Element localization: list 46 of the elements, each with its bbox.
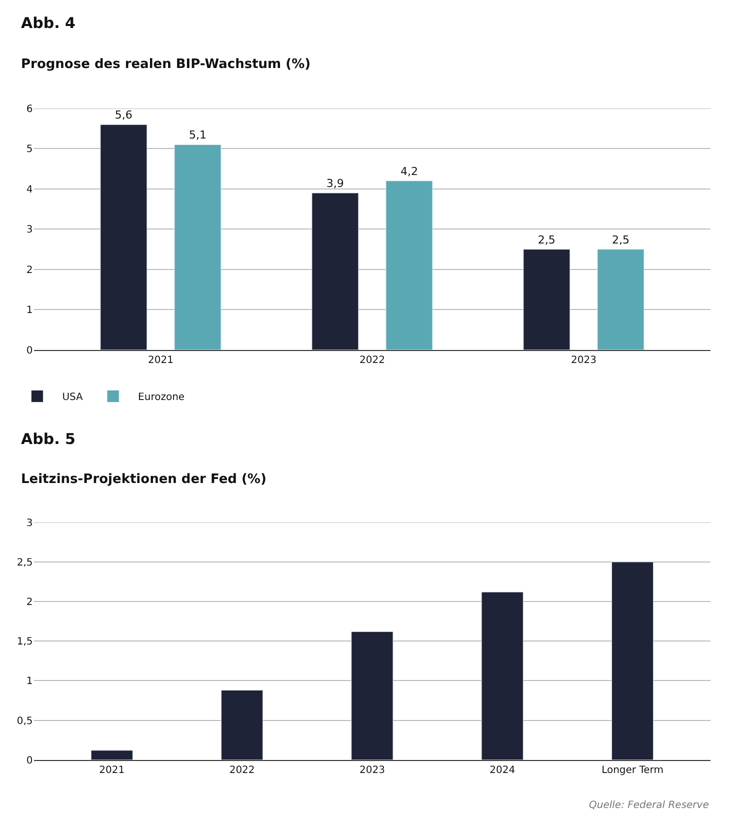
- data-label: 5,1: [188, 128, 206, 142]
- chart-title: Abb. 5: [21, 430, 76, 448]
- bar: [523, 249, 570, 350]
- y-tick-label: 0: [26, 345, 33, 356]
- chart-title: Abb. 4: [21, 14, 76, 32]
- y-tick-label: 3: [26, 224, 33, 236]
- y-tick-label: 0,5: [16, 716, 33, 727]
- bar: [312, 192, 359, 350]
- data-label: 5,6: [114, 108, 132, 122]
- x-tick-label: 2023: [359, 764, 385, 776]
- y-tick-label: 6: [26, 104, 33, 115]
- legend-label: Eurozone: [138, 392, 185, 404]
- x-tick-label: 2023: [570, 354, 596, 366]
- bar: [174, 144, 222, 350]
- y-tick-label: 0: [26, 755, 33, 766]
- x-tick-label: 2021: [148, 354, 174, 366]
- bar: [597, 249, 644, 350]
- x-tick-label: 2024: [490, 764, 516, 776]
- bar: [90, 750, 133, 760]
- bar: [100, 124, 148, 350]
- x-tick-label: Longer Term: [602, 764, 664, 776]
- bar: [481, 592, 524, 760]
- bar: [351, 631, 394, 760]
- x-tick-label: 2022: [359, 354, 385, 366]
- bar: [611, 562, 654, 760]
- x-tick-label: 2022: [229, 764, 255, 776]
- y-tick-label: 1: [26, 305, 33, 316]
- y-tick-label: 1,5: [16, 636, 33, 648]
- y-tick-label: 2: [26, 597, 33, 608]
- chart-subtitle: Leitzins-Projektionen der Fed (%): [21, 472, 266, 487]
- y-tick-label: 2,5: [16, 557, 33, 568]
- chart-subtitle: Prognose des realen BIP-Wachstum (%): [21, 57, 311, 72]
- data-label: 2,5: [538, 233, 556, 246]
- y-tick-label: 3: [26, 518, 33, 529]
- bar: [386, 180, 433, 350]
- data-label: 2,5: [612, 233, 630, 246]
- y-tick-label: 2: [26, 264, 33, 276]
- bar: [220, 690, 264, 760]
- y-tick-label: 5: [26, 144, 33, 156]
- x-tick-label: 2021: [99, 764, 125, 776]
- data-label: 4,2: [400, 164, 418, 178]
- data-label: 3,9: [326, 176, 344, 190]
- y-tick-label: 4: [26, 184, 33, 196]
- source-note: Quelle: Federal Reserve: [589, 800, 709, 811]
- y-tick-label: 1: [26, 676, 33, 688]
- legend-label: USA: [62, 392, 84, 404]
